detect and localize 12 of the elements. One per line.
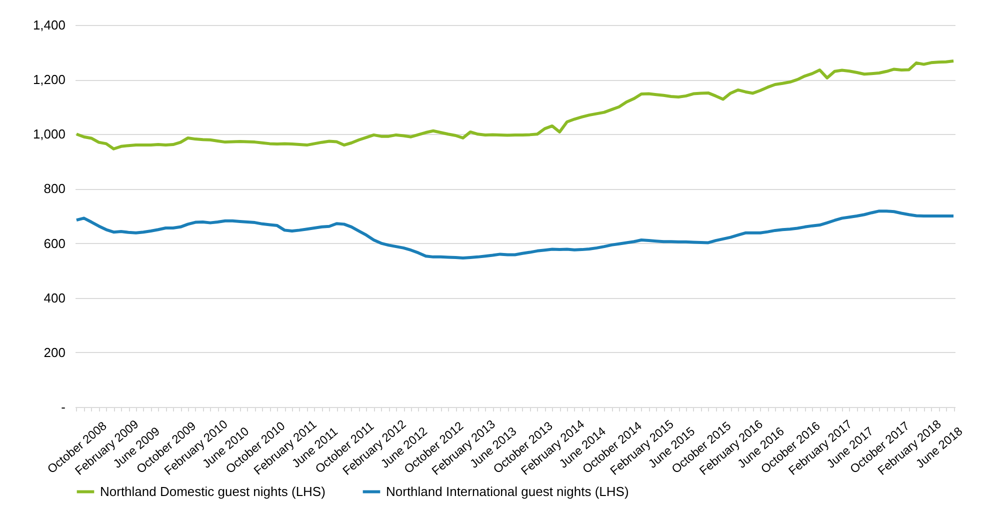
y-tick-label: 1,200 bbox=[32, 72, 66, 88]
y-tick-label: 800 bbox=[44, 181, 66, 196]
line-series bbox=[74, 60, 956, 150]
y-tick-label: 400 bbox=[44, 290, 66, 306]
y-tick-label: - bbox=[61, 400, 66, 414]
line-series bbox=[74, 210, 956, 260]
y-tick-label: 200 bbox=[44, 344, 66, 360]
y-tick-label: 1,400 bbox=[32, 18, 66, 32]
legend-label: Northland International guest nights (LHS) bbox=[386, 484, 629, 499]
legend-label: Northland Domestic guest nights (LHS) bbox=[100, 484, 326, 499]
y-tick-label: 1,000 bbox=[32, 126, 66, 142]
y-tick-label: 600 bbox=[44, 236, 66, 251]
